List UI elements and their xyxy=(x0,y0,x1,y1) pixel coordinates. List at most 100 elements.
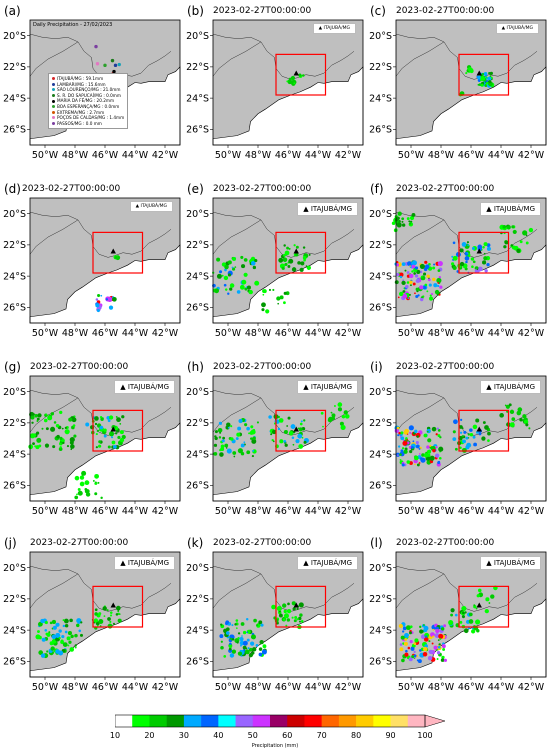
precip-cell xyxy=(403,641,408,646)
precip-cell xyxy=(102,606,107,611)
precip-cell xyxy=(285,624,288,627)
precip-cell xyxy=(228,644,233,649)
precip-cell xyxy=(62,619,65,622)
precip-cell xyxy=(250,425,254,429)
panel-letter: (l) xyxy=(370,536,383,550)
precip-cell xyxy=(236,432,241,437)
map-panel: (e) 20°S 22°S 24°S 26°S 50°W 48°W 46°W 44°W 42°W 2… xyxy=(183,178,366,358)
precip-cell xyxy=(74,495,79,500)
precip-cell xyxy=(461,615,465,619)
station-dot-icon xyxy=(52,82,55,86)
precip-cell xyxy=(463,628,469,634)
precip-cell xyxy=(299,422,303,426)
precip-cell xyxy=(474,268,480,274)
precip-cell xyxy=(60,639,64,643)
precip-cell xyxy=(111,440,116,445)
precip-cell xyxy=(487,76,492,81)
precip-cell xyxy=(424,260,428,264)
precip-cell xyxy=(283,429,288,435)
precip-cell xyxy=(305,265,308,267)
precip-cell xyxy=(262,644,267,649)
precip-cell xyxy=(231,649,237,654)
precip-cell xyxy=(425,635,428,638)
precip-cell xyxy=(62,441,65,445)
precip-cell xyxy=(34,445,37,448)
station-legend-row: MARIA DA FÉ/MG : 20.2mm xyxy=(52,98,124,104)
precip-cell xyxy=(472,424,478,430)
precip-cell xyxy=(250,641,255,646)
precip-cell xyxy=(29,433,36,439)
station-marker xyxy=(110,58,115,63)
precip-cell xyxy=(475,607,478,610)
x-tick-label: 46°W xyxy=(458,506,485,517)
precip-cell xyxy=(467,244,470,246)
precip-cell xyxy=(452,430,456,434)
precip-cell xyxy=(73,434,77,438)
x-tick-label: 46°W xyxy=(458,682,485,693)
precip-cell xyxy=(108,305,114,310)
precip-cell xyxy=(483,242,488,247)
precip-cell xyxy=(428,296,434,301)
precip-cell xyxy=(30,415,35,420)
precip-cell xyxy=(428,283,432,287)
station-label: ITAJUBÁ/MG xyxy=(127,383,169,391)
panel-timestamp: 2023-02-27T00:00:00 xyxy=(396,538,495,548)
precip-cell xyxy=(105,298,109,301)
precip-cell xyxy=(236,290,241,294)
precip-cell xyxy=(291,601,296,606)
x-tick-label: 46°W xyxy=(275,328,302,339)
station-legend-label: SÃO LOURENÇO/MG : 21.0mm xyxy=(57,87,121,93)
precip-cell xyxy=(401,280,406,285)
precip-cell xyxy=(253,618,257,623)
precip-cell xyxy=(109,611,113,614)
precip-cell xyxy=(237,632,241,635)
precip-cell xyxy=(478,432,482,436)
colorbar-segment xyxy=(373,715,391,727)
precip-cell xyxy=(258,647,263,651)
precip-cell xyxy=(505,404,510,409)
x-tick-label: 42°W xyxy=(152,682,179,693)
precip-cell xyxy=(431,426,437,432)
precip-cell xyxy=(402,293,408,299)
precip-cell xyxy=(426,274,430,279)
map-svg: 20°S 22°S 24°S 26°S 50°W 48°W 46°W 44°W 42°W xyxy=(369,551,547,693)
precip-cell xyxy=(414,292,416,295)
precip-cell xyxy=(477,75,482,80)
precip-cell xyxy=(92,479,95,482)
y-tick-label: 26°S xyxy=(369,481,392,492)
precip-cell xyxy=(46,650,49,653)
precip-cell xyxy=(522,230,528,236)
precip-cell xyxy=(406,281,410,284)
precip-cell xyxy=(250,437,253,440)
precip-cell xyxy=(277,302,280,305)
precip-cell xyxy=(251,653,254,657)
precip-cell xyxy=(471,246,475,250)
precip-cell xyxy=(454,447,458,451)
precip-cell xyxy=(288,247,291,250)
precip-cell xyxy=(63,618,69,624)
precip-cell xyxy=(482,245,485,249)
precip-cell xyxy=(475,418,480,423)
precip-cell xyxy=(66,445,70,448)
x-tick-label: 44°W xyxy=(122,682,149,693)
precip-cell xyxy=(50,412,55,416)
precip-cell xyxy=(241,635,243,637)
precip-cell xyxy=(459,446,462,449)
precip-cell xyxy=(489,71,493,75)
precip-cell xyxy=(472,260,476,264)
precip-cell xyxy=(468,612,473,617)
precip-cell xyxy=(420,275,423,278)
precip-cell xyxy=(52,445,56,449)
precip-cell xyxy=(454,613,458,617)
station-label: ITAJUBÁ/MG xyxy=(493,383,535,391)
precip-cell xyxy=(94,473,100,479)
station-label-box: ▲ ITAJUBÁ/MG xyxy=(312,23,356,34)
precip-cell xyxy=(214,436,218,441)
state-border xyxy=(212,573,262,609)
precip-cell xyxy=(291,436,295,440)
y-tick-label: 22°S xyxy=(369,62,392,73)
precip-cell xyxy=(286,80,289,83)
map-panel: (d) 20°S 22°S 24°S 26°S 50°W 48°W 46°W 44°W 42°W 2… xyxy=(0,178,183,358)
precip-cell xyxy=(117,435,121,440)
precip-cell xyxy=(298,427,303,432)
